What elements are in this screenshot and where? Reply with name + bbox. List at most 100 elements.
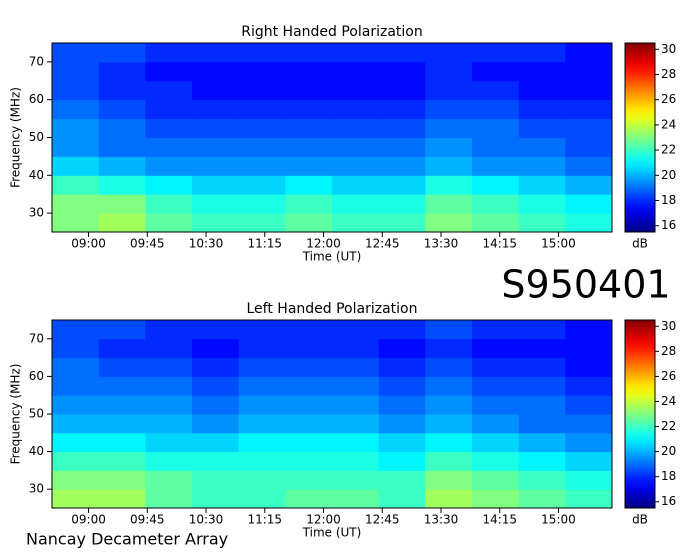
heat-cell [425, 118, 473, 138]
heat-cell [565, 395, 613, 415]
heat-cell [332, 43, 380, 63]
heat-cell [378, 338, 426, 359]
colorbar-tick-label: 20 [661, 444, 676, 458]
heat-cell [192, 118, 240, 138]
heat-cell [192, 489, 240, 509]
colorbar-tick-label: 22 [661, 143, 676, 157]
heat-cell [472, 432, 520, 453]
heat-cell [425, 43, 473, 63]
heat-cell [425, 213, 473, 233]
y-tick-label: 40 [29, 444, 44, 458]
heat-cell [425, 376, 473, 396]
heat-cell [378, 451, 426, 471]
chart-title: Right Handed Polarization [241, 24, 423, 40]
heat-cell [565, 80, 613, 101]
heat-cell [238, 194, 286, 214]
heat-cell [518, 432, 566, 453]
heat-cell [332, 395, 380, 415]
heat-cell [285, 395, 333, 415]
heat-cell [145, 338, 193, 359]
y-tick-label: 50 [29, 130, 44, 144]
heat-cell [565, 43, 613, 63]
heat-cell [192, 320, 240, 340]
x-tick-label: 09:45 [130, 513, 165, 527]
heat-cell [518, 357, 566, 377]
y-tick-label: 60 [29, 92, 44, 106]
colorbar-tick-label: 30 [661, 319, 676, 333]
heat-cell [192, 156, 240, 176]
heat-cell [378, 43, 426, 63]
heat-cell [145, 432, 193, 453]
heat-cell [565, 338, 613, 359]
heat-cell [238, 376, 286, 396]
heat-cell [98, 320, 146, 340]
heat-cell [472, 156, 520, 176]
heat-cell [472, 213, 520, 233]
heat-cell [52, 470, 100, 490]
heat-cell [238, 451, 286, 471]
heat-cell [518, 395, 566, 415]
heat-cell [285, 338, 333, 359]
heat-cell [52, 156, 100, 176]
heat-cell [378, 470, 426, 490]
heat-cell [425, 357, 473, 377]
heat-cell [145, 357, 193, 377]
heat-cell [472, 175, 520, 195]
heat-cell [472, 61, 520, 82]
heat-cell [285, 451, 333, 471]
heat-cell [425, 99, 473, 120]
heat-cell [238, 470, 286, 490]
x-tick-label: 12:00 [306, 513, 341, 527]
x-tick-label: 15:00 [541, 513, 576, 527]
heat-cell [332, 489, 380, 509]
heat-cell [145, 194, 193, 214]
x-tick-label: 11:15 [247, 513, 282, 527]
heat-cell [285, 99, 333, 120]
y-tick-label: 60 [29, 369, 44, 383]
heat-cell [378, 118, 426, 138]
heat-cell [52, 99, 100, 120]
heat-cell [98, 175, 146, 195]
heat-cell [192, 470, 240, 490]
heat-cell [98, 99, 146, 120]
heat-cell [285, 376, 333, 396]
heat-cell [285, 156, 333, 176]
heat-cell [238, 43, 286, 63]
heat-cell [425, 414, 473, 434]
heat-cell [565, 376, 613, 396]
heat-cell [332, 194, 380, 214]
heat-cell [518, 43, 566, 63]
heat-cell [472, 489, 520, 509]
heat-cell [52, 489, 100, 509]
heat-cell [98, 194, 146, 214]
heat-cell [472, 451, 520, 471]
y-axis-label: Frequency (MHz) [9, 87, 23, 188]
heat-cell [565, 99, 613, 120]
heat-cell [518, 338, 566, 359]
heat-cell [518, 489, 566, 509]
colorbar-tick-label: 26 [661, 369, 676, 383]
heat-cell [425, 432, 473, 453]
x-tick-label: 14:15 [482, 237, 517, 251]
x-tick-label: 10:30 [189, 237, 224, 251]
heat-cell [192, 43, 240, 63]
heat-cell [565, 61, 613, 82]
heat-cell [192, 175, 240, 195]
heat-cell [565, 357, 613, 377]
heat-cell [518, 451, 566, 471]
heat-cell [518, 376, 566, 396]
heat-cell [145, 137, 193, 157]
heat-cell [332, 320, 380, 340]
heat-cell [425, 470, 473, 490]
x-tick-label: 11:15 [247, 237, 282, 251]
heat-cell [192, 376, 240, 396]
y-tick-label: 50 [29, 407, 44, 421]
heat-cell [472, 470, 520, 490]
heat-cell [98, 43, 146, 63]
heat-cell [285, 432, 333, 453]
heat-cell [565, 470, 613, 490]
colorbar-tick-label: 24 [661, 117, 676, 131]
heat-cell [285, 357, 333, 377]
heat-cell [238, 320, 286, 340]
